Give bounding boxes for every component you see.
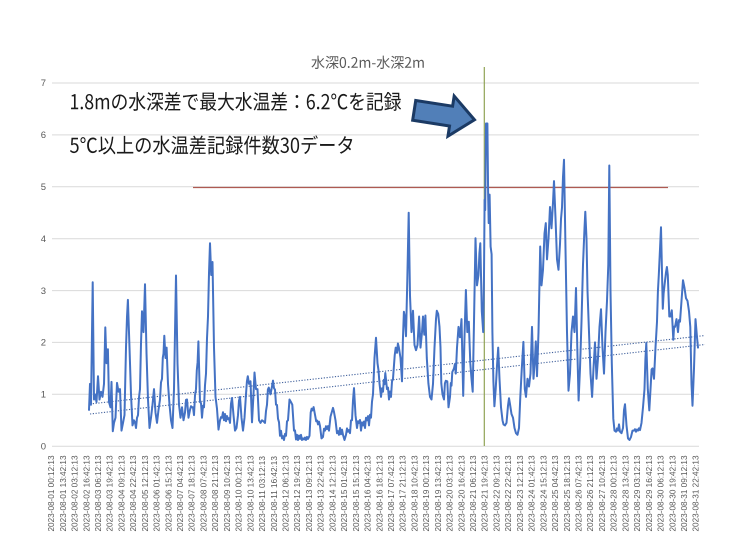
svg-text:2023-08-20 03:12:13: 2023-08-20 03:12:13: [446, 455, 455, 531]
svg-text:2023-08-06 15:12:13: 2023-08-06 15:12:13: [164, 455, 173, 531]
svg-text:2023-08-29 03:12:13: 2023-08-29 03:12:13: [633, 455, 642, 531]
svg-text:2023-08-17 07:42:13: 2023-08-17 07:42:13: [387, 455, 396, 531]
svg-text:2023-08-31 09:12:13: 2023-08-31 09:12:13: [680, 455, 689, 531]
svg-text:2023-08-23 12:12:13: 2023-08-23 12:12:13: [516, 455, 525, 531]
svg-text:2023-08-31 22:42:13: 2023-08-31 22:42:13: [692, 455, 701, 531]
svg-text:2023-08-20 16:42:13: 2023-08-20 16:42:13: [457, 455, 466, 531]
svg-text:2023-08-07 18:12:13: 2023-08-07 18:12:13: [188, 455, 197, 531]
svg-text:2023-08-19 00:12:13: 2023-08-19 00:12:13: [422, 455, 431, 531]
svg-text:2023-08-17 21:12:13: 2023-08-17 21:12:13: [399, 455, 408, 531]
svg-text:2023-08-09 10:42:13: 2023-08-09 10:42:13: [223, 455, 232, 531]
svg-text:2023-08-02 03:12:13: 2023-08-02 03:12:13: [71, 455, 80, 531]
svg-text:2023-08-03 06:12:13: 2023-08-03 06:12:13: [94, 455, 103, 531]
svg-text:2023-08-01 00:12:13: 2023-08-01 00:12:13: [47, 455, 56, 531]
svg-text:2023-08-12 19:42:13: 2023-08-12 19:42:13: [293, 455, 302, 531]
svg-text:2023-08-22 22:42:13: 2023-08-22 22:42:13: [504, 455, 513, 531]
svg-text:2: 2: [41, 338, 46, 349]
svg-text:2023-08-04 09:12:13: 2023-08-04 09:12:13: [117, 455, 126, 531]
svg-text:4: 4: [41, 234, 46, 245]
svg-text:2023-08-15 15:12:13: 2023-08-15 15:12:13: [352, 455, 361, 531]
svg-text:2023-08-05 12:12:13: 2023-08-05 12:12:13: [141, 455, 150, 531]
svg-text:2023-08-10 13:42:13: 2023-08-10 13:42:13: [246, 455, 255, 531]
svg-text:2023-08-19 13:42:13: 2023-08-19 13:42:13: [434, 455, 443, 531]
svg-text:2023-08-21 19:42:13: 2023-08-21 19:42:13: [481, 455, 490, 531]
svg-text:2023-08-06 01:42:13: 2023-08-06 01:42:13: [153, 455, 162, 531]
svg-text:2023-08-08 21:12:13: 2023-08-08 21:12:13: [211, 455, 220, 531]
svg-text:2023-08-26 07:42:13: 2023-08-26 07:42:13: [575, 455, 584, 531]
svg-text:1: 1: [41, 390, 46, 401]
svg-text:2023-08-22 09:12:13: 2023-08-22 09:12:13: [493, 455, 502, 531]
svg-text:2023-08-18 10:42:13: 2023-08-18 10:42:13: [410, 455, 419, 531]
svg-text:2023-08-14 12:12:13: 2023-08-14 12:12:13: [328, 455, 337, 531]
svg-text:2023-08-29 16:42:13: 2023-08-29 16:42:13: [645, 455, 654, 531]
svg-text:2023-08-02 16:42:13: 2023-08-02 16:42:13: [82, 455, 91, 531]
svg-text:2023-08-21 06:12:13: 2023-08-21 06:12:13: [469, 455, 478, 531]
svg-text:2023-08-13 22:42:13: 2023-08-13 22:42:13: [317, 455, 326, 531]
svg-text:2023-08-08 07:42:13: 2023-08-08 07:42:13: [200, 455, 209, 531]
svg-text:3: 3: [41, 286, 46, 297]
svg-text:2023-08-28 13:42:13: 2023-08-28 13:42:13: [621, 455, 630, 531]
svg-text:2023-08-13 09:12:13: 2023-08-13 09:12:13: [305, 455, 314, 531]
svg-text:2023-08-16 18:12:13: 2023-08-16 18:12:13: [375, 455, 384, 531]
svg-text:2023-08-27 10:42:13: 2023-08-27 10:42:13: [598, 455, 607, 531]
svg-text:2023-08-24 01:42:13: 2023-08-24 01:42:13: [528, 455, 537, 531]
svg-text:2023-08-25 18:12:13: 2023-08-25 18:12:13: [563, 455, 572, 531]
svg-text:2023-08-28 00:12:13: 2023-08-28 00:12:13: [610, 455, 619, 531]
svg-text:2023-08-03 19:42:13: 2023-08-03 19:42:13: [106, 455, 115, 531]
svg-text:2023-08-10 00:12:13: 2023-08-10 00:12:13: [235, 455, 244, 531]
svg-text:2023-08-30 06:12:13: 2023-08-30 06:12:13: [657, 455, 666, 531]
svg-text:0: 0: [41, 441, 46, 452]
svg-text:2023-08-04 22:42:13: 2023-08-04 22:42:13: [129, 455, 138, 531]
svg-text:2023-08-11 16:42:13: 2023-08-11 16:42:13: [270, 456, 279, 532]
svg-text:6: 6: [41, 130, 46, 141]
svg-text:2023-08-12 06:12:13: 2023-08-12 06:12:13: [282, 455, 291, 531]
svg-text:5: 5: [41, 182, 46, 193]
svg-text:2023-08-25 04:42:13: 2023-08-25 04:42:13: [551, 455, 560, 531]
svg-text:2023-08-24 15:12:13: 2023-08-24 15:12:13: [539, 455, 548, 531]
svg-text:2023-08-26 21:12:13: 2023-08-26 21:12:13: [586, 455, 595, 531]
svg-text:2023-08-30 19:42:13: 2023-08-30 19:42:13: [668, 455, 677, 531]
svg-text:2023-08-15 01:42:13: 2023-08-15 01:42:13: [340, 455, 349, 531]
svg-text:2023-08-01 13:42:13: 2023-08-01 13:42:13: [59, 455, 68, 531]
svg-text:2023-08-11 03:12:13: 2023-08-11 03:12:13: [258, 456, 267, 532]
svg-text:2023-08-16 04:42:13: 2023-08-16 04:42:13: [364, 455, 373, 531]
svg-text:7: 7: [41, 78, 46, 89]
svg-text:2023-08-07 04:42:13: 2023-08-07 04:42:13: [176, 455, 185, 531]
